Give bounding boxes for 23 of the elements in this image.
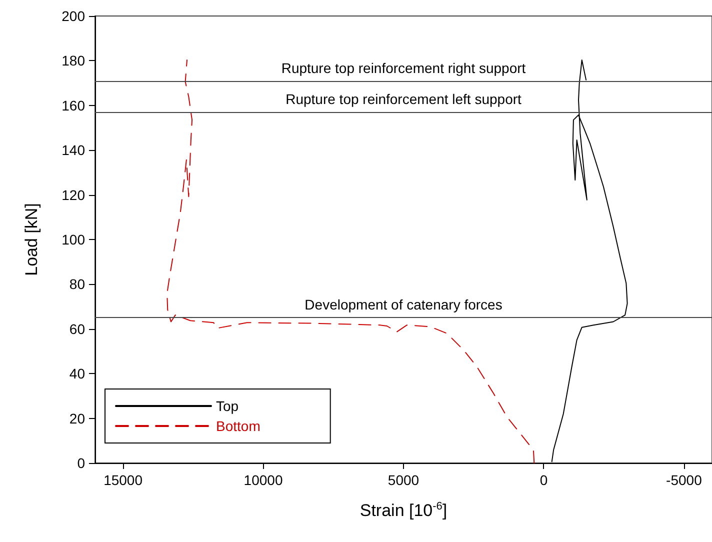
y-tick-label: 120 (62, 186, 86, 203)
text: Bottom (216, 418, 260, 434)
line-series (166, 60, 535, 464)
y-tick-label: 20 (69, 410, 86, 426)
y-tick-label: 100 (62, 232, 86, 248)
x-tick-label: -5000 (666, 472, 702, 488)
text: Top (216, 398, 239, 414)
y-tick-label: 180 (62, 52, 86, 69)
y-tick-label: 140 (62, 142, 86, 158)
ref-line-label: Development of catenary forces (304, 296, 502, 313)
y-tick-label: 160 (62, 97, 86, 114)
x-tick-label: 15000 (104, 472, 143, 488)
ref-line-label: Rupture top reinforcement right support (281, 60, 526, 76)
ref-line-label: Rupture top reinforcement left support (286, 91, 522, 108)
y-tick-label: 40 (69, 366, 86, 382)
y-axis-title: Load [kN] (22, 203, 41, 276)
y-tick-label: 60 (69, 320, 86, 337)
y-tick-label: 200 (62, 8, 86, 24)
x-tick-label: 5000 (388, 472, 420, 488)
y-tick-label: 0 (77, 455, 86, 471)
x-tick-label: 0 (540, 472, 548, 488)
x-tick-label: 10000 (244, 472, 283, 488)
y-tick-label: 80 (69, 276, 86, 292)
